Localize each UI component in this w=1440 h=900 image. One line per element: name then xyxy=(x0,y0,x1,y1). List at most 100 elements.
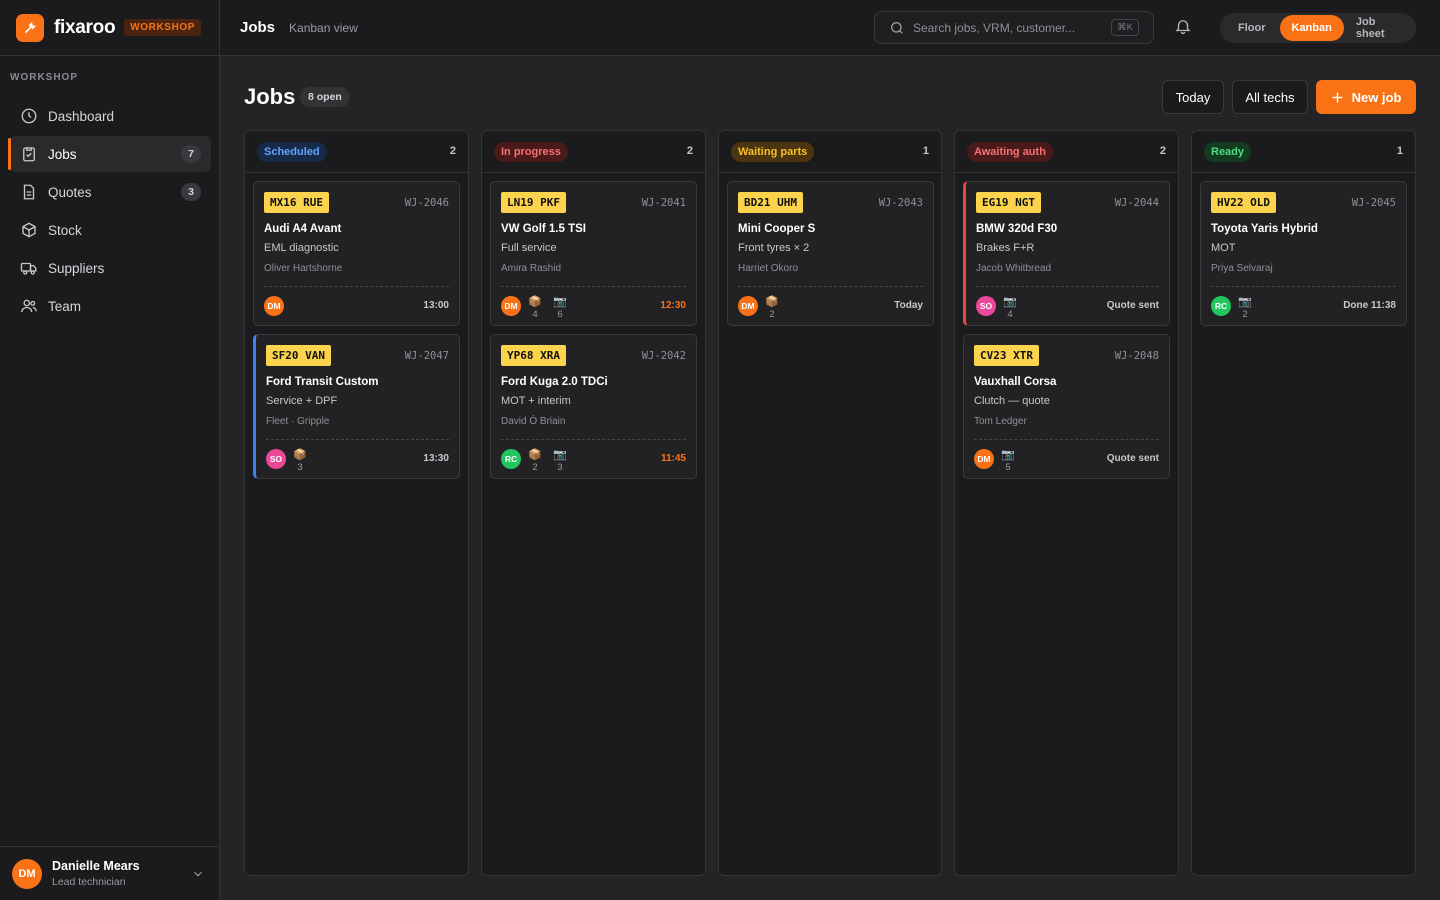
plus-icon xyxy=(1331,91,1344,104)
today-button[interactable]: Today xyxy=(1162,80,1224,114)
plate: SF20 VAN xyxy=(266,345,331,366)
parts-meta: 📦 2 xyxy=(528,449,542,473)
sidebar-item-label: Suppliers xyxy=(48,260,105,276)
customer: Harriet Okoro xyxy=(738,263,799,274)
search-box[interactable]: ⌘K xyxy=(874,11,1154,44)
divider xyxy=(976,286,1159,287)
photos-meta: 📷 4 xyxy=(1003,296,1017,320)
wrench-icon xyxy=(16,13,44,42)
column-title: Awaiting auth xyxy=(967,141,1053,162)
vehicle: Ford Kuga 2.0 TDCi xyxy=(501,376,608,388)
clock-icon xyxy=(20,107,38,125)
job-id: WJ-2046 xyxy=(404,197,449,209)
job-card[interactable]: SF20 VAN WJ-2047 Ford Transit Custom Ser… xyxy=(253,334,460,479)
work-description: MOT + interim xyxy=(501,395,571,407)
customer: Priya Selvaraj xyxy=(1211,263,1273,274)
quotes-count-badge: 3 xyxy=(181,183,201,201)
truck-icon xyxy=(20,259,38,277)
view-job-sheet-button[interactable]: Job sheet xyxy=(1355,16,1385,40)
sidebar-item-suppliers[interactable]: Suppliers xyxy=(8,250,211,286)
view-kanban-button[interactable]: Kanban xyxy=(1279,15,1344,41)
vehicle: Ford Transit Custom xyxy=(266,376,379,388)
sidebar-item-quotes[interactable]: Quotes 3 xyxy=(8,174,211,210)
parts-meta: 📦 3 xyxy=(293,449,307,473)
brand[interactable]: fixaroo WORKSHOP xyxy=(0,0,219,56)
page-title: Jobs xyxy=(244,84,296,109)
clipboard-icon xyxy=(20,145,38,163)
column-count: 1 xyxy=(922,145,929,157)
search-input[interactable] xyxy=(913,20,1103,35)
plate: LN19 PKF xyxy=(501,192,566,213)
vehicle: Vauxhall Corsa xyxy=(974,376,1057,388)
sidebar-item-jobs[interactable]: Jobs 7 xyxy=(8,136,211,172)
parts-meta: 📦 4 xyxy=(528,296,542,320)
column-count: 2 xyxy=(449,145,456,157)
job-card[interactable]: BD21 UHM WJ-2043 Mini Cooper S Front tyr… xyxy=(727,181,934,326)
chevron-down-icon[interactable] xyxy=(191,867,205,881)
job-card[interactable]: CV23 XTR WJ-2048 Vauxhall Corsa Clutch —… xyxy=(963,334,1170,479)
status-text: 13:30 xyxy=(423,453,449,464)
page-heading: Jobs xyxy=(240,19,276,36)
nav-section-label: WORKSHOP xyxy=(10,72,78,83)
status-text: 11:45 xyxy=(660,453,686,464)
all-techs-button[interactable]: All techs xyxy=(1232,80,1308,114)
job-id: WJ-2044 xyxy=(1114,197,1159,209)
work-description: Front tyres × 2 xyxy=(738,242,810,254)
column-waiting-parts: Waiting parts 1 BD21 UHM WJ-2043 Mini Co… xyxy=(718,130,942,876)
avatar: SO xyxy=(266,449,286,469)
plate: CV23 XTR xyxy=(974,345,1039,366)
job-card[interactable]: MX16 RUE WJ-2046 Audi A4 Avant EML diagn… xyxy=(253,181,460,326)
sidebar-item-team[interactable]: Team xyxy=(8,288,211,324)
avatar: RC xyxy=(501,449,521,469)
job-id: WJ-2043 xyxy=(878,197,923,209)
brand-tag: WORKSHOP xyxy=(124,19,202,36)
job-card[interactable]: YP68 XRA WJ-2042 Ford Kuga 2.0 TDCi MOT … xyxy=(490,334,697,479)
sidebar-item-dashboard[interactable]: Dashboard xyxy=(8,98,211,134)
new-job-button[interactable]: New job xyxy=(1316,80,1416,114)
customer: Fleet · Gripple xyxy=(266,416,330,427)
view-toggle: Floor Kanban Job sheet xyxy=(1220,13,1416,43)
work-description: MOT xyxy=(1211,242,1236,254)
camera-icon: 📷 xyxy=(1003,296,1017,308)
column-ready: Ready 1 HV22 OLD WJ-2045 Toyota Yaris Hy… xyxy=(1191,130,1416,876)
sidebar-item-stock[interactable]: Stock xyxy=(8,212,211,248)
view-floor-button[interactable]: Floor xyxy=(1238,22,1266,34)
package-icon: 📦 xyxy=(528,296,542,308)
work-description: Service + DPF xyxy=(266,395,338,407)
column-title: In progress xyxy=(494,141,568,162)
job-card[interactable]: HV22 OLD WJ-2045 Toyota Yaris Hybrid MOT… xyxy=(1200,181,1407,326)
job-id: WJ-2045 xyxy=(1351,197,1396,209)
vehicle: VW Golf 1.5 TSI xyxy=(501,223,586,235)
divider xyxy=(501,286,686,287)
vehicle: Audi A4 Avant xyxy=(264,223,342,235)
column-count: 2 xyxy=(686,145,693,157)
job-card[interactable]: EG19 NGT WJ-2044 BMW 320d F30 Brakes F+R… xyxy=(963,181,1170,326)
status-text: 13:00 xyxy=(423,300,449,311)
plate: HV22 OLD xyxy=(1211,192,1276,213)
divider xyxy=(974,439,1159,440)
plate: EG19 NGT xyxy=(976,192,1041,213)
avatar: RC xyxy=(1211,296,1231,316)
avatar: SO xyxy=(976,296,996,316)
plate: MX16 RUE xyxy=(264,192,329,213)
vehicle: Toyota Yaris Hybrid xyxy=(1211,223,1318,235)
job-card[interactable]: LN19 PKF WJ-2041 VW Golf 1.5 TSI Full se… xyxy=(490,181,697,326)
document-icon xyxy=(20,183,38,201)
avatar: DM xyxy=(501,296,521,316)
job-id: WJ-2047 xyxy=(404,350,449,362)
vehicle: BMW 320d F30 xyxy=(976,223,1058,235)
column-scheduled: Scheduled 2 MX16 RUE WJ-2046 Audi A4 Ava… xyxy=(244,130,469,876)
users-icon xyxy=(20,297,38,315)
new-job-label: New job xyxy=(1351,89,1402,105)
column-count: 1 xyxy=(1396,145,1403,157)
user-menu[interactable]: DM Danielle Mears Lead technician xyxy=(0,846,219,900)
bell-icon[interactable] xyxy=(1174,17,1192,35)
customer: Tom Ledger xyxy=(974,416,1027,427)
open-count-badge: 8 open xyxy=(300,87,350,107)
plate: BD21 UHM xyxy=(738,192,803,213)
sidebar-item-label: Quotes xyxy=(48,184,92,200)
search-icon xyxy=(889,20,905,36)
avatar: DM xyxy=(12,858,42,889)
sidebar-item-label: Team xyxy=(48,298,82,314)
camera-icon: 📷 xyxy=(553,449,567,461)
